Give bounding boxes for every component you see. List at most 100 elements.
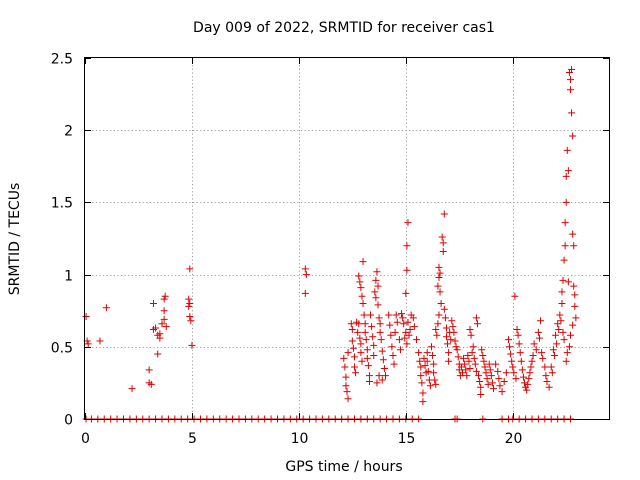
data-point [495,375,503,383]
data-point [380,364,388,372]
data-point [490,385,498,393]
data-point [158,320,166,328]
data-point [401,334,409,342]
data-point [360,311,368,319]
data-point [354,328,362,336]
data-point [350,363,358,371]
data-point [149,299,157,307]
data-point [420,354,428,362]
data-point [302,271,310,279]
data-point [421,362,429,370]
data-point [442,333,450,341]
data-point [374,301,382,309]
data-point [356,334,364,342]
data-point [372,276,380,284]
data-point [517,357,525,365]
data-point [476,377,484,385]
data-point [350,353,358,361]
data-point [557,317,565,325]
chart-title: Day 009 of 2022, SRMTID for receiver cas… [193,20,495,36]
data-point [352,369,360,377]
data-point [364,362,372,370]
data-point [568,66,576,74]
data-point [512,375,520,383]
data-point [403,242,411,250]
data-point [424,367,432,375]
x-tick-label: 5 [188,431,197,447]
data-point [569,230,577,238]
data-point [418,379,426,387]
data-point [373,268,381,276]
data-point [370,351,378,359]
data-point [553,340,561,348]
data-point [376,320,384,328]
data-point [367,311,375,319]
data-point [432,325,440,333]
data-point [457,363,465,371]
data-point [386,321,394,329]
data-point [541,363,549,371]
data-point [502,369,510,377]
data-point [395,336,403,344]
data-point [439,247,447,255]
data-point [358,292,366,300]
data-point [363,354,371,362]
data-point [549,346,557,354]
data-point [442,324,450,332]
data-point [498,388,506,396]
data-point [431,376,439,384]
data-point [492,360,500,368]
data-point [403,266,411,274]
data-point [417,372,425,380]
data-point [518,366,526,374]
data-point [521,379,529,387]
data-point [84,340,92,348]
data-point [361,328,369,336]
data-point [567,86,575,94]
data-point [441,314,449,322]
data-point [510,369,518,377]
data-point [402,328,410,336]
data-point [472,367,480,375]
data-point [478,346,486,354]
data-point [445,357,453,365]
data-point [571,291,579,299]
data-point [556,311,564,319]
x-axis-label: GPS time / hours [285,459,402,475]
data-point [426,382,434,390]
data-point [452,343,460,351]
data-point [450,328,458,336]
data-point [535,334,543,342]
data-point [483,375,491,383]
y-tick-labels: 0 0.5 1 1.5 2 2.5 [51,52,73,429]
data-point [486,366,494,374]
data-point [487,372,495,380]
data-point [511,292,519,300]
data-point [504,336,512,344]
data-point [447,336,455,344]
plot-frame [84,57,610,420]
data-point [419,398,427,406]
data-point [538,349,546,357]
data-point [437,299,445,307]
data-point [385,311,393,319]
data-point [563,349,571,357]
data-point [399,314,407,322]
data-point [185,295,193,303]
data-point [509,363,517,371]
data-point [355,320,363,328]
data-point [356,278,364,286]
data-point [423,357,431,365]
y-tick-label: 2 [64,124,73,140]
data-point [406,325,414,333]
data-point [569,132,577,140]
data-point [389,351,397,359]
data-point [154,350,162,358]
data-point [562,198,570,206]
data-point [348,325,356,333]
data-point [482,369,490,377]
data-point [432,380,440,388]
y-axis-label: SRMTID / TECUs [7,183,23,296]
data-point [82,312,90,320]
